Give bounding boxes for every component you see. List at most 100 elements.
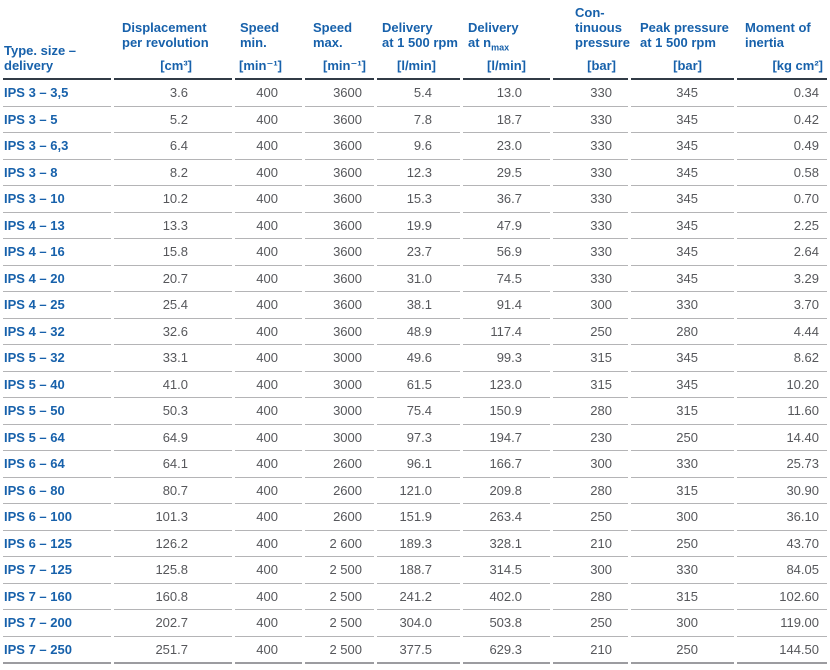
continuous-pressure-cell: 280 xyxy=(553,584,628,610)
speed-max-cell: 3600 xyxy=(305,266,374,292)
speed-max-cell: 3600 xyxy=(305,133,374,160)
speed-max-cell: 3000 xyxy=(305,425,374,451)
row-label-cell: IPS 6 – 125 xyxy=(3,531,111,557)
header-row: Type. size – delivery Displacement per r… xyxy=(3,2,827,80)
row-label-cell: IPS 6 – 80 xyxy=(3,478,111,504)
delivery-1500rpm-cell: 241.2 xyxy=(377,584,460,610)
row-label-cell: IPS 7 – 200 xyxy=(3,610,111,637)
moment-of-inertia-cell: 43.70 xyxy=(737,531,827,557)
displacement-cell: 15.8 xyxy=(114,239,232,266)
speed-min-cell: 400 xyxy=(235,292,302,319)
continuous-pressure-cell: 250 xyxy=(553,610,628,637)
column-title: Displacement per revolution xyxy=(122,20,209,50)
delivery-1500rpm-cell: 48.9 xyxy=(377,319,460,345)
row-label-cell: IPS 3 – 5 xyxy=(3,107,111,133)
speed-min-cell: 400 xyxy=(235,80,302,107)
delivery-nmax-cell: 18.7 xyxy=(463,107,550,133)
continuous-pressure-cell: 330 xyxy=(553,133,628,160)
speed-max-cell: 2600 xyxy=(305,504,374,531)
column-title: Moment of inertia xyxy=(745,20,811,50)
speed-min-cell: 400 xyxy=(235,239,302,266)
speed-max-cell: 2600 xyxy=(305,451,374,478)
moment-of-inertia-cell: 102.60 xyxy=(737,584,827,610)
delivery-nmax-cell: 150.9 xyxy=(463,398,550,425)
column-header-continuous-pressure: Con- tinuous pressure [bar] xyxy=(553,2,630,80)
column-unit: [kg cm²] xyxy=(772,58,823,73)
delivery-1500rpm-cell: 31.0 xyxy=(377,266,460,292)
speed-min-cell: 400 xyxy=(235,610,302,637)
delivery-nmax-cell: 99.3 xyxy=(463,345,550,372)
speed-max-cell: 2 500 xyxy=(305,637,374,664)
peak-pressure-cell: 280 xyxy=(631,319,734,345)
peak-pressure-cell: 315 xyxy=(631,478,734,504)
column-unit: [bar] xyxy=(587,58,616,73)
continuous-pressure-cell: 210 xyxy=(553,531,628,557)
moment-of-inertia-cell: 36.10 xyxy=(737,504,827,531)
table-row: IPS 5 – 32 33.1 400 3000 49.6 99.3 315 3… xyxy=(3,345,827,372)
delivery-nmax-cell: 166.7 xyxy=(463,451,550,478)
displacement-cell: 20.7 xyxy=(114,266,232,292)
delivery-1500rpm-cell: 49.6 xyxy=(377,345,460,372)
table-row: IPS 6 – 125 126.2 400 2 600 189.3 328.1 … xyxy=(3,531,827,557)
row-label-cell: IPS 7 – 125 xyxy=(3,557,111,584)
speed-min-cell: 400 xyxy=(235,425,302,451)
nmax-subscript: max xyxy=(491,42,510,53)
peak-pressure-cell: 315 xyxy=(631,398,734,425)
peak-pressure-cell: 330 xyxy=(631,557,734,584)
speed-max-cell: 2 500 xyxy=(305,557,374,584)
table-header: Type. size – delivery Displacement per r… xyxy=(3,2,827,80)
delivery-1500rpm-cell: 121.0 xyxy=(377,478,460,504)
moment-of-inertia-cell: 4.44 xyxy=(737,319,827,345)
moment-of-inertia-cell: 10.20 xyxy=(737,372,827,398)
delivery-nmax-cell: 328.1 xyxy=(463,531,550,557)
column-unit: [bar] xyxy=(673,58,702,73)
column-title: Speed min. xyxy=(240,20,280,50)
peak-pressure-cell: 345 xyxy=(631,186,734,213)
continuous-pressure-cell: 330 xyxy=(553,80,628,107)
table-row: IPS 5 – 50 50.3 400 3000 75.4 150.9 280 … xyxy=(3,398,827,425)
column-header-peak-pressure: Peak pressure at 1 500 rpm [bar] xyxy=(631,2,734,80)
speed-max-cell: 2 600 xyxy=(305,531,374,557)
column-header-displacement: Displacement per revolution [cm³] xyxy=(114,2,232,80)
speed-max-cell: 3600 xyxy=(305,292,374,319)
delivery-1500rpm-cell: 189.3 xyxy=(377,531,460,557)
delivery-nmax-cell: 123.0 xyxy=(463,372,550,398)
moment-of-inertia-cell: 3.70 xyxy=(737,292,827,319)
column-title: Delivery at nmax xyxy=(468,20,519,53)
moment-of-inertia-cell: 0.70 xyxy=(737,186,827,213)
continuous-pressure-cell: 330 xyxy=(553,266,628,292)
delivery-1500rpm-cell: 151.9 xyxy=(377,504,460,531)
speed-max-cell: 3600 xyxy=(305,186,374,213)
speed-min-cell: 400 xyxy=(235,107,302,133)
column-unit: [l/min] xyxy=(487,58,526,73)
moment-of-inertia-cell: 2.25 xyxy=(737,213,827,239)
row-label-cell: IPS 4 – 20 xyxy=(3,266,111,292)
table-row: IPS 3 – 6,3 6.4 400 3600 9.6 23.0 330 34… xyxy=(3,133,827,160)
speed-min-cell: 400 xyxy=(235,584,302,610)
delivery-1500rpm-cell: 96.1 xyxy=(377,451,460,478)
speed-min-cell: 400 xyxy=(235,372,302,398)
displacement-cell: 5.2 xyxy=(114,107,232,133)
row-label-cell: IPS 4 – 16 xyxy=(3,239,111,266)
delivery-1500rpm-cell: 7.8 xyxy=(377,107,460,133)
peak-pressure-cell: 345 xyxy=(631,372,734,398)
displacement-cell: 251.7 xyxy=(114,637,232,664)
row-label-cell: IPS 7 – 250 xyxy=(3,637,111,664)
moment-of-inertia-cell: 0.34 xyxy=(737,80,827,107)
row-label-cell: IPS 4 – 32 xyxy=(3,319,111,345)
displacement-cell: 125.8 xyxy=(114,557,232,584)
column-unit: [min⁻¹] xyxy=(323,58,366,73)
moment-of-inertia-cell: 30.90 xyxy=(737,478,827,504)
peak-pressure-cell: 345 xyxy=(631,107,734,133)
moment-of-inertia-cell: 84.05 xyxy=(737,557,827,584)
speed-min-cell: 400 xyxy=(235,398,302,425)
speed-min-cell: 400 xyxy=(235,478,302,504)
column-header-type-size-delivery: Type. size – delivery xyxy=(3,2,111,80)
peak-pressure-cell: 345 xyxy=(631,213,734,239)
displacement-cell: 64.9 xyxy=(114,425,232,451)
row-label-cell: IPS 3 – 3,5 xyxy=(3,80,111,107)
column-title: Speed max. xyxy=(313,20,353,50)
column-title: Peak pressure at 1 500 rpm xyxy=(640,20,729,50)
peak-pressure-cell: 345 xyxy=(631,239,734,266)
table-row: IPS 7 – 250 251.7 400 2 500 377.5 629.3 … xyxy=(3,637,827,664)
